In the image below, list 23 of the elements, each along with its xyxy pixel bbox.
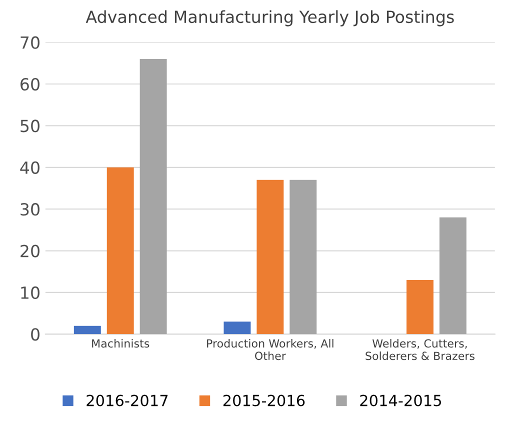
bar <box>140 58 167 334</box>
bar <box>106 167 134 334</box>
x-tick-label: Machinists <box>92 339 150 348</box>
bar <box>74 326 101 334</box>
chart-title: Advanced Manufacturing Yearly Job Postings <box>86 10 454 26</box>
x-tick-label: Welders, Cutters, Solderers & Brazers <box>366 339 474 360</box>
bar <box>256 180 284 334</box>
y-tick-label: 20 <box>20 244 40 258</box>
legend-label: 2016-2017 <box>86 394 168 406</box>
bar <box>290 180 317 334</box>
y-tick-label: 70 <box>20 36 40 49</box>
y-tick-label: 0 <box>31 328 40 341</box>
x-tick-label: Production Workers, All Other <box>207 339 334 360</box>
y-tick-label: 40 <box>20 161 40 174</box>
y-tick-label: 60 <box>20 78 40 91</box>
y-tick-label: 50 <box>20 120 40 132</box>
y-tick-label: 10 <box>21 286 40 300</box>
y-tick-label: 30 <box>20 203 40 216</box>
bar <box>406 280 434 334</box>
bar <box>439 217 466 334</box>
legend-label: 2014-2015 <box>360 394 442 406</box>
bar <box>224 322 251 334</box>
legend-label: 2015-2016 <box>223 394 305 406</box>
